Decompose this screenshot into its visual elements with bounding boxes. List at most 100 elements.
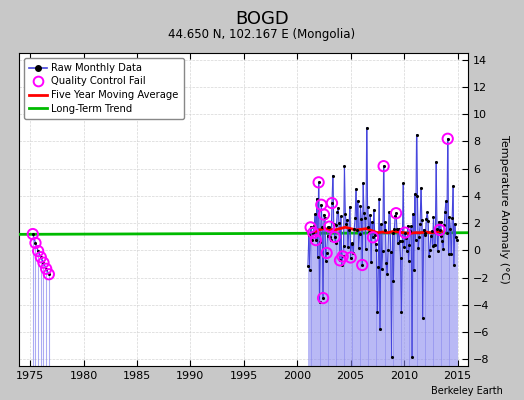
Point [328,200,336,206]
Point [329,172,337,179]
Point [387,249,395,255]
Point [428,228,436,234]
Point [431,242,440,248]
Point [407,223,416,229]
Point [45,271,53,278]
Point [417,185,425,191]
Point [361,214,369,221]
Point [386,208,394,215]
Point [355,231,364,238]
Point [409,211,417,218]
Point [419,315,427,322]
Point [343,217,351,223]
Point [347,240,356,246]
Point [346,204,354,210]
Point [309,230,318,236]
Point [337,213,345,220]
Point [414,245,422,251]
Point [34,248,42,254]
Point [397,308,406,315]
Point [432,159,440,165]
Point [383,270,391,277]
Point [345,226,353,233]
Point [396,254,405,261]
Point [424,217,432,224]
Point [368,219,376,225]
Point [317,202,325,208]
Point [451,220,459,227]
Point [434,248,442,255]
Point [334,205,342,211]
Point [378,248,387,254]
Point [423,209,431,216]
Y-axis label: Temperature Anomaly (°C): Temperature Anomaly (°C) [499,135,509,284]
Point [340,163,348,169]
Point [422,215,431,222]
Point [320,211,328,218]
Point [429,242,437,249]
Point [429,214,438,220]
Point [312,237,320,243]
Point [321,215,329,221]
Point [316,239,324,246]
Point [304,232,313,238]
Point [377,221,385,228]
Point [339,253,347,260]
Point [342,220,351,227]
Point [327,237,335,244]
Point [360,209,368,216]
Point [314,179,323,186]
Point [39,260,48,266]
Point [389,278,398,284]
Point [413,193,422,199]
Point [381,219,389,225]
Point [421,230,430,236]
Point [443,230,451,236]
Point [336,257,344,264]
Point [29,231,37,237]
Point [402,234,410,241]
Point [308,237,316,244]
Point [405,242,413,248]
Point [405,258,413,264]
Point [326,233,334,240]
Point [323,233,332,239]
Point [393,226,401,232]
Point [29,231,37,237]
Point [37,254,45,260]
Point [355,244,363,251]
Point [369,234,377,240]
Point [394,240,402,246]
Point [336,257,344,264]
Point [365,228,374,235]
Point [376,326,384,332]
Point [401,230,409,236]
Point [380,227,389,233]
Point [420,226,428,233]
Point [401,230,409,236]
Point [448,215,456,222]
Text: BOGD: BOGD [235,10,289,28]
Point [34,248,42,254]
Point [335,220,343,227]
Point [362,246,370,253]
Point [388,230,397,236]
Point [331,234,339,240]
Point [370,232,379,238]
Point [425,253,433,260]
Point [446,226,455,232]
Point [449,183,457,189]
Point [319,295,328,301]
Point [438,238,446,244]
Point [330,220,338,227]
Point [31,240,40,246]
Point [434,218,443,225]
Point [390,226,398,232]
Point [344,244,352,250]
Point [372,247,380,253]
Point [392,210,400,216]
Point [433,226,441,232]
Point [375,196,384,202]
Point [42,266,50,272]
Point [313,196,321,202]
